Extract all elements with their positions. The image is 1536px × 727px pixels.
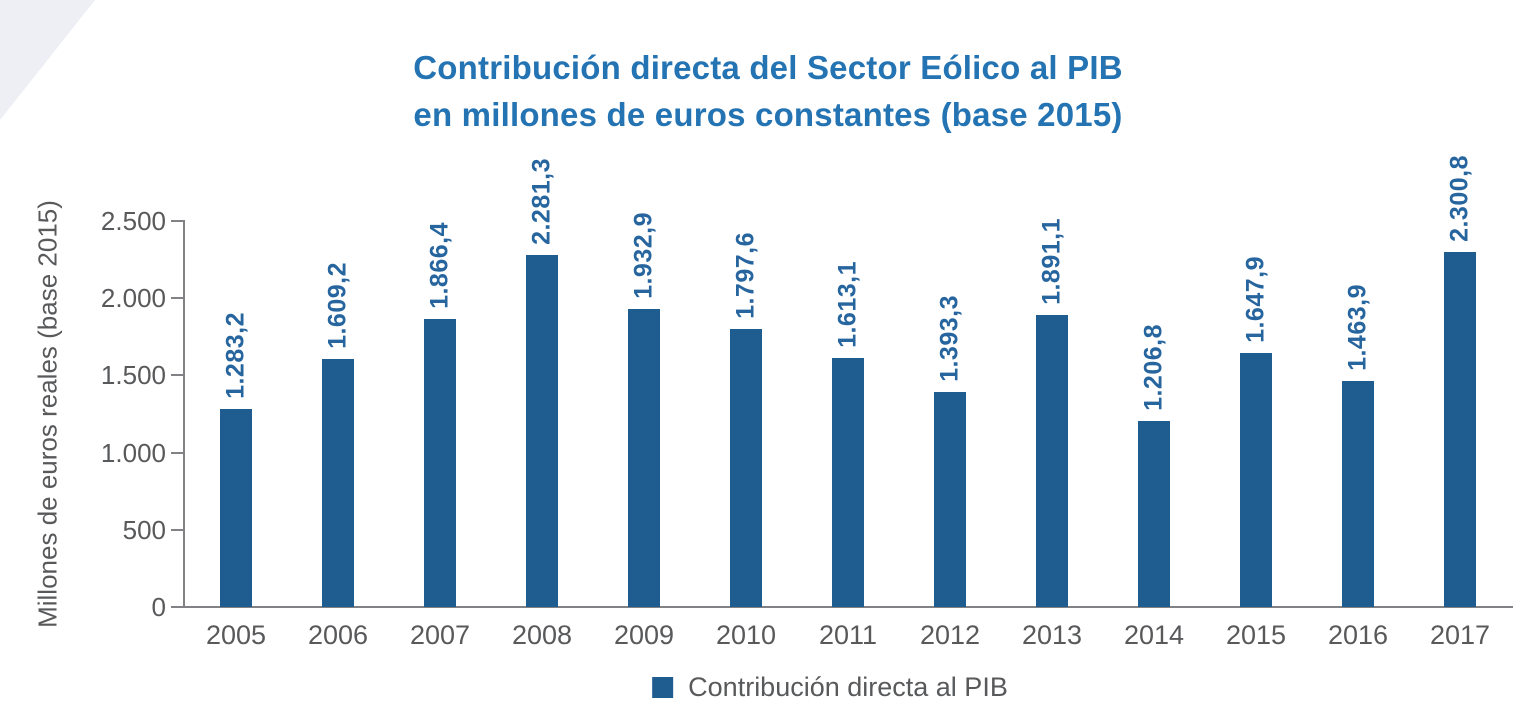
y-tick-label: 2.000	[100, 283, 166, 314]
y-tick-label: 2.500	[100, 206, 166, 236]
bar-value-label-2015: 1.647,9	[1241, 256, 1270, 343]
y-axis-line	[183, 220, 185, 608]
bar-2014	[1138, 421, 1170, 607]
x-tick-label-2008: 2008	[511, 620, 573, 650]
x-axis-line	[183, 606, 1513, 608]
bar-2011	[832, 358, 864, 607]
x-tick-label-2016: 2016	[1327, 620, 1389, 650]
x-tick-label-2017: 2017	[1429, 620, 1491, 650]
y-tick-mark	[171, 297, 183, 300]
bar-2006	[322, 359, 354, 607]
bar-2007	[424, 319, 456, 607]
bar-2005	[220, 409, 252, 607]
bar-2015	[1240, 353, 1272, 607]
bar-value-label-2007: 1.866,4	[425, 222, 454, 309]
bar-value-label-2009: 1.932,9	[629, 212, 658, 299]
x-tick-label-2006: 2006	[307, 620, 369, 650]
bar-value-label-2013: 1.891,1	[1037, 218, 1066, 305]
x-tick-label-2005: 2005	[205, 620, 267, 650]
y-tick-label: 0	[151, 592, 166, 622]
y-tick-label: 500	[122, 514, 166, 545]
bar-2010	[730, 329, 762, 607]
chart-title: Contribución directa del Sector Eólico a…	[0, 44, 1536, 138]
bar-value-label-2011: 1.613,1	[833, 261, 862, 348]
legend: Contribución directa al PIB	[652, 672, 1008, 703]
bar-2012	[934, 392, 966, 607]
bar-2017	[1444, 252, 1476, 607]
x-tick-label-2007: 2007	[409, 620, 471, 650]
bar-value-label-2017: 2.300,8	[1445, 155, 1474, 242]
bar-value-label-2014: 1.206,8	[1139, 324, 1168, 411]
x-tick-label-2014: 2014	[1123, 620, 1185, 650]
x-tick-label-2010: 2010	[715, 620, 777, 650]
y-tick-mark	[171, 606, 183, 608]
bar-value-label-2010: 1.797,6	[731, 232, 760, 319]
y-tick-mark	[171, 451, 183, 454]
chart-title-line1: Contribución directa del Sector Eólico a…	[413, 49, 1123, 86]
x-tick-label-2013: 2013	[1021, 620, 1083, 650]
y-tick-mark	[171, 374, 183, 377]
x-tick-label-2011: 2011	[818, 620, 878, 650]
bar-2009	[628, 309, 660, 607]
x-tick-label-2015: 2015	[1225, 620, 1287, 650]
bar-value-label-2006: 1.609,2	[323, 262, 352, 349]
legend-label: Contribución directa al PIB	[688, 672, 1008, 702]
x-tick-label-2009: 2009	[613, 620, 675, 650]
bar-value-label-2012: 1.393,3	[935, 295, 964, 382]
y-axis-title: Millones de euros reales (base 2015)	[32, 200, 63, 628]
bar-value-label-2016: 1.463,9	[1343, 284, 1372, 371]
y-tick-mark	[171, 220, 183, 222]
chart-title-line2: en millones de euros constantes (base 20…	[413, 96, 1123, 133]
bar-2013	[1036, 315, 1068, 607]
y-tick-label: 1.000	[100, 437, 166, 468]
bar-2016	[1342, 381, 1374, 607]
y-tick-label: 1.500	[100, 360, 166, 391]
bar-value-label-2008: 2.281,3	[527, 158, 556, 245]
bar-2008	[526, 255, 558, 607]
legend-swatch-icon	[652, 677, 674, 698]
bar-value-label-2005: 1.283,2	[221, 312, 250, 399]
x-tick-label-2012: 2012	[919, 620, 981, 650]
y-tick-mark	[171, 528, 183, 531]
